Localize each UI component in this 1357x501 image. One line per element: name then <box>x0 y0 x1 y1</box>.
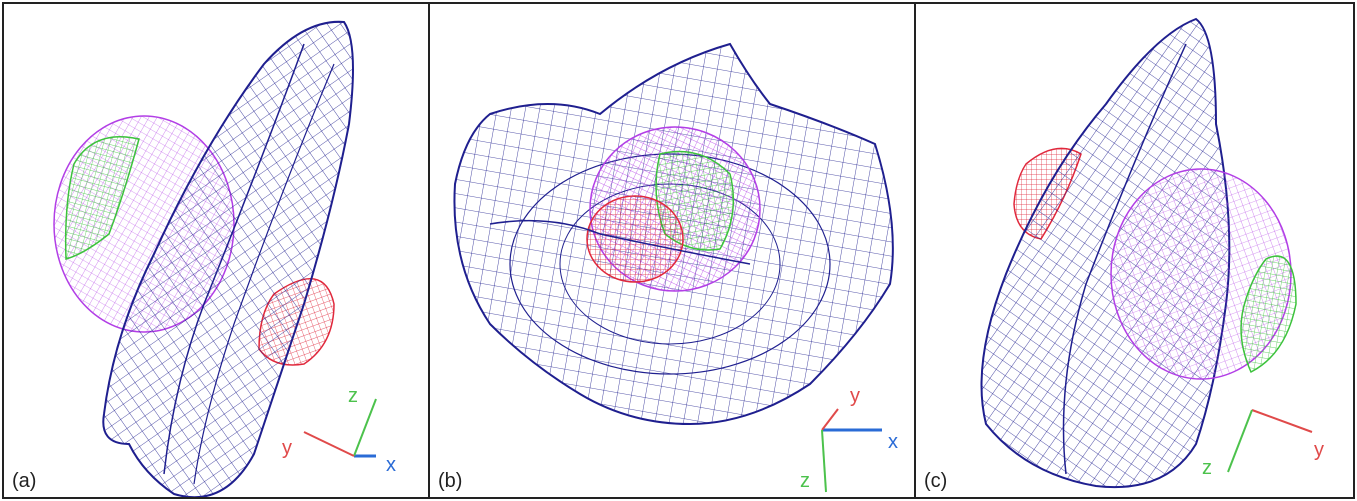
axis-y-label: y <box>850 385 860 407</box>
panel-label-b: (b) <box>438 470 463 492</box>
axis-triad-icon: x y z <box>800 385 898 493</box>
axis-z-label: z <box>348 385 358 407</box>
axis-y-label: y <box>1314 439 1324 461</box>
panel-label-c: (c) <box>924 470 948 492</box>
axis-z-label: z <box>800 470 810 492</box>
panel-label-a: (a) <box>12 470 37 492</box>
axis-triad-icon: y z <box>1202 409 1324 479</box>
axis-x-label: x <box>386 454 396 476</box>
green-mesh <box>1240 255 1297 374</box>
blue-mesh <box>102 20 354 497</box>
axis-triad-icon: x z y <box>282 385 396 476</box>
panel-a: x z y (a) <box>2 2 430 499</box>
axis-x-label: x <box>888 431 898 453</box>
wireframe-panel-b: x y z <box>453 42 898 493</box>
wireframe-panel-a: x z y <box>53 20 396 497</box>
axis-y-label: y <box>282 437 292 459</box>
axis-z-label: z <box>1202 457 1212 479</box>
wireframe-panel-c: y z <box>980 17 1324 489</box>
panel-c: y z (c) <box>914 2 1355 499</box>
green-mesh <box>64 136 140 260</box>
panel-b: x y z (b) <box>428 2 916 499</box>
red-mesh <box>586 195 684 283</box>
